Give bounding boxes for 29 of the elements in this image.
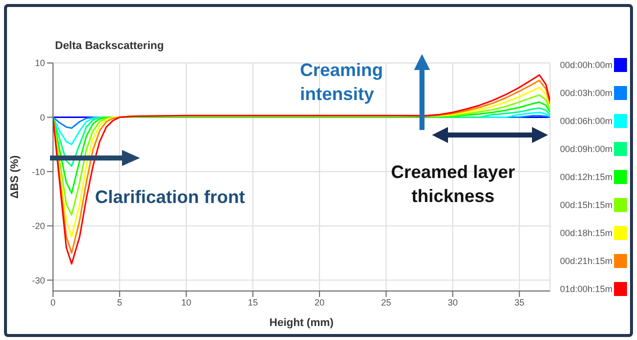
x-tick-label: 10 [181,297,192,308]
legend-label: 00d:03h:00m [560,87,613,100]
legend-label: 00d:18h:15m [560,227,613,240]
legend-label: 00d:09h:00m [560,143,613,156]
legend-label: 00d:06h:00m [560,115,613,128]
annotation: Creamed layer thickness [390,161,516,208]
x-tick-label: 20 [314,297,324,308]
legend-label: 00d:00h:00m [560,59,613,72]
y-axis-title: ΔBS (%) [8,154,21,199]
legend-label: 00d:12h:15m [560,171,613,184]
x-tick-label: 30 [448,297,458,308]
x-tick-label: 35 [514,297,524,308]
y-tick-label: -20 [32,221,45,232]
y-tick-label: -30 [32,275,45,286]
chart-title: Delta Backscattering [55,40,164,52]
y-tick-label: 0 [40,112,45,122]
x-tick-label: 0 [50,297,56,308]
y-tick-label: 10 [34,58,45,68]
y-tick-label: -10 [32,166,45,177]
legend-label: 00d:15h:15m [560,199,613,212]
legend-label: 00d:21h:15m [560,255,613,268]
x-tick-label: 25 [381,297,392,308]
legend-label: 01d:00h:15m [560,283,613,296]
annotation: Clarification front [95,186,246,209]
line-series [53,107,550,167]
x-tick-label: 15 [248,297,258,308]
x-axis-title: Height (mm) [269,317,334,329]
x-tick-label: 5 [117,297,122,308]
annotation: Creaming intensity [300,59,384,106]
